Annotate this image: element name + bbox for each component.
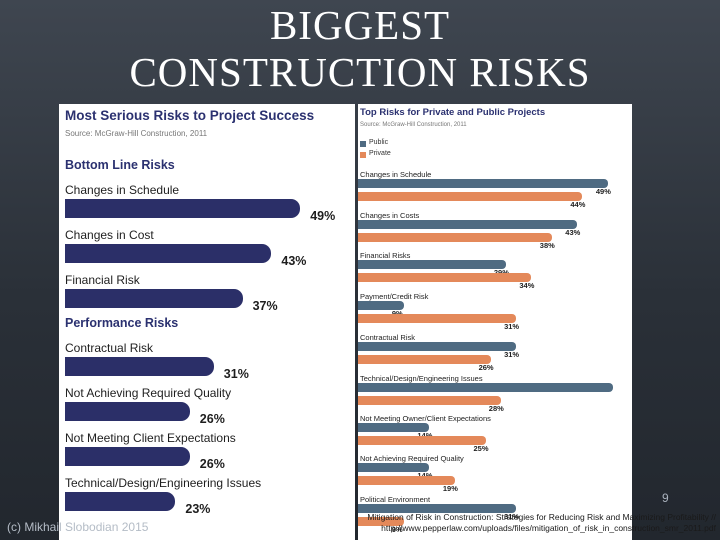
data-label: 49% [595, 187, 611, 196]
legend-swatch [360, 152, 366, 158]
category-label: Financial Risks [360, 251, 411, 260]
category-label: Changes in Schedule [360, 170, 432, 179]
category-label: Political Environment [360, 495, 431, 504]
data-label: 26% [199, 412, 225, 426]
citation-line-2: http://www.pepperlaw.com/uploads/files/m… [381, 523, 716, 533]
bar [65, 492, 176, 511]
category-label: Technical/Design/Engineering Issues [360, 374, 483, 383]
bar [358, 355, 491, 364]
data-label: 34% [519, 281, 535, 290]
bar [65, 357, 214, 376]
bar [358, 476, 455, 485]
data-label: 44% [570, 200, 586, 209]
slide-title: BIGGEST CONSTRUCTION RISKS [0, 2, 720, 96]
data-label: 23% [185, 502, 211, 516]
bar [358, 301, 404, 310]
bar [65, 402, 190, 421]
bar [358, 517, 404, 526]
bar [358, 220, 578, 229]
legend-swatch [360, 141, 366, 147]
data-label: 28% [488, 404, 504, 413]
bar [358, 179, 608, 188]
bar [358, 423, 430, 432]
category-label: Technical/Design/Engineering Issues [65, 476, 262, 490]
bar [358, 342, 517, 351]
group-heading: Bottom Line Risks [65, 158, 175, 172]
category-label: Changes in Schedule [65, 183, 180, 197]
chart-source: Source: McGraw-Hill Construction, 2011 [360, 122, 467, 128]
slide-number: 9 [662, 491, 669, 505]
chart-most-serious-risks: Most Serious Risks to Project Success So… [59, 104, 355, 540]
bar [358, 314, 517, 323]
data-label: 14% [417, 471, 432, 480]
chart-top-risks-private-public: Top Risks for Private and Public Project… [358, 104, 632, 540]
category-label: Not Meeting Owner/Client Expectations [360, 414, 491, 423]
category-label: Not Achieving Required Quality [360, 454, 464, 463]
data-label: 9% [391, 525, 403, 534]
data-label: 43% [281, 254, 307, 268]
category-label: Changes in Costs [360, 211, 420, 220]
data-label: 43% [565, 228, 581, 237]
slide-title-line-2: CONSTRUCTION RISKS [129, 49, 591, 95]
data-label: 14% [417, 431, 432, 440]
bar [358, 396, 501, 405]
bar [358, 463, 430, 472]
legend-label: Private [369, 150, 391, 157]
data-label: 26% [199, 457, 225, 471]
category-label: Payment/Credit Risk [360, 292, 429, 301]
data-label: 38% [539, 241, 555, 250]
category-label: Not Achieving Required Quality [65, 386, 232, 400]
bar [358, 383, 613, 392]
bar [65, 289, 243, 308]
bar [358, 504, 517, 513]
citation-line-1: Mitigation of Risk in Construction: Stra… [367, 512, 716, 522]
bar [358, 192, 583, 201]
data-label: 29% [494, 268, 509, 277]
bar [65, 244, 272, 263]
bar [358, 436, 486, 445]
data-label: 37% [252, 299, 278, 313]
chart-title: Top Risks for Private and Public Project… [360, 107, 546, 118]
chart-title: Most Serious Risks to Project Success [65, 108, 315, 123]
category-label: Changes in Cost [65, 228, 154, 242]
category-label: Contractual Risk [65, 341, 154, 355]
source-citation: Mitigation of Risk in Construction: Stra… [300, 512, 716, 534]
copyright-notice: (c) Mikhail Slobodian 2015 [7, 520, 149, 534]
data-label: 31% [223, 367, 249, 381]
bar [358, 273, 532, 282]
data-label: 26% [478, 363, 494, 372]
bar [65, 199, 301, 218]
data-label: 25% [473, 444, 489, 453]
category-label: Not Meeting Client Expectations [65, 431, 236, 445]
chart-source: Source: McGraw-Hill Construction, 2011 [65, 129, 208, 138]
data-label: 9% [392, 309, 403, 318]
data-label: 49% [310, 209, 336, 223]
data-label: 31% [504, 322, 520, 331]
group-heading: Performance Risks [65, 316, 179, 330]
bar [358, 260, 506, 269]
category-label: Financial Risk [65, 273, 140, 287]
data-label: 19% [442, 484, 458, 493]
bar [358, 233, 552, 242]
legend-label: Public [369, 139, 389, 146]
data-label: 31% [504, 512, 520, 521]
data-label: 31% [504, 350, 520, 359]
bar [65, 447, 190, 466]
category-label: Contractual Risk [360, 333, 416, 342]
slide-title-line-1: BIGGEST [269, 2, 451, 48]
